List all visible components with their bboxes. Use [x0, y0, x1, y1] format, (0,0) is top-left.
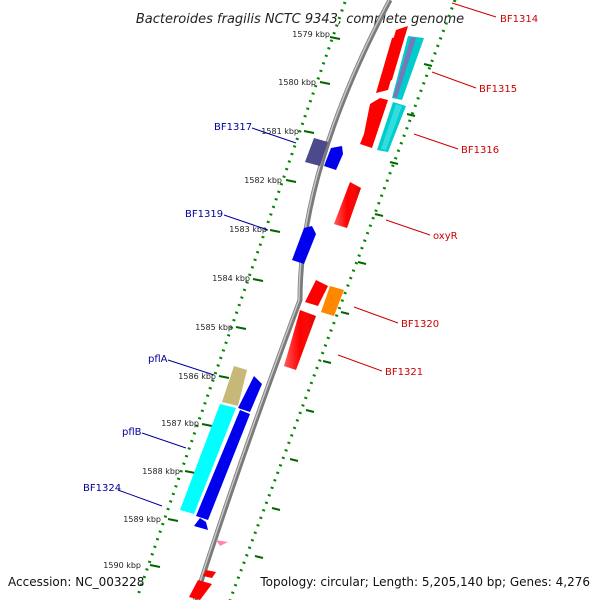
- tick-mark: [149, 564, 161, 568]
- gene-label-BF1324[interactable]: BF1324: [83, 483, 121, 494]
- tick-mark: [269, 229, 281, 233]
- forward-strand-ruler: [228, 0, 457, 600]
- topology-text: Topology: circular; Length: 5,205,140 bp…: [259, 575, 590, 589]
- kbp-ruler: [135, 1, 347, 599]
- tick-mark: [305, 409, 315, 413]
- kbp-label: 1587 kbp: [161, 419, 199, 428]
- gene-label-BF1319[interactable]: BF1319: [185, 209, 223, 220]
- tick-mark: [201, 423, 213, 427]
- kbp-label: 1585 kbp: [195, 323, 233, 332]
- gene-oxyR[interactable]: [334, 182, 361, 228]
- tick-mark: [254, 555, 264, 559]
- leader-line: [431, 71, 477, 89]
- gene-label-BF1316[interactable]: BF1316: [461, 145, 499, 156]
- kbp-label: 1586 kbp: [178, 372, 216, 381]
- leader-line: [167, 359, 215, 376]
- tick-mark: [285, 179, 297, 183]
- tick-mark: [389, 161, 399, 165]
- leader-line: [337, 354, 383, 372]
- gene-BF1317[interactable]: [305, 138, 343, 170]
- tick-mark: [322, 360, 332, 364]
- gene-BF1321[interactable]: [284, 310, 316, 370]
- gene-label-BF1320[interactable]: BF1320: [401, 319, 439, 330]
- gene-label-oxyR[interactable]: oxyR: [433, 231, 458, 242]
- tick-mark: [423, 63, 433, 67]
- red-leader-lines: [337, 2, 497, 372]
- genome-backbone: [192, 0, 393, 600]
- gene-BF1316[interactable]: [360, 98, 406, 152]
- kbp-label: 1583 kbp: [229, 225, 267, 234]
- tick-mark: [218, 375, 230, 379]
- gene-BF1315[interactable]: [392, 36, 424, 100]
- gene-label-BF1314[interactable]: BF1314: [500, 14, 538, 25]
- forward-ticks: [254, 63, 433, 559]
- tick-mark: [374, 213, 384, 217]
- kbp-label: 1579 kbp: [292, 30, 330, 39]
- tick-mark: [235, 326, 247, 330]
- tick-mark: [289, 458, 299, 462]
- leader-line: [413, 133, 459, 150]
- leader-line: [117, 489, 163, 507]
- gene-BF1324[interactable]: [194, 518, 208, 530]
- tick-mark: [271, 507, 281, 511]
- kbp-label: 1589 kbp: [123, 515, 161, 524]
- gene-BF1314[interactable]: [376, 26, 408, 93]
- gene-label-BF1321[interactable]: BF1321: [385, 367, 423, 378]
- gene-BF1319[interactable]: [292, 226, 316, 264]
- tick-mark: [252, 278, 264, 282]
- leader-line: [141, 432, 187, 449]
- genome-backbone-highlight: [193, 0, 390, 600]
- gene-BF1320[interactable]: [305, 280, 344, 316]
- accession-text: Accession: NC_003228: [8, 575, 144, 589]
- tick-mark: [319, 81, 331, 85]
- gene-label-pflB[interactable]: pflB: [122, 427, 142, 438]
- gene-label-BF1317[interactable]: BF1317: [214, 122, 252, 133]
- blue-leader-lines: [117, 127, 297, 507]
- kbp-label: 1582 kbp: [244, 176, 282, 185]
- kbp-ticks: 1579 kbp 1580 kbp 1581 kbp 1582 kbp 1583…: [103, 30, 341, 570]
- gene-pflA[interactable]: [222, 366, 262, 412]
- leader-line: [385, 219, 431, 236]
- gene-label-pflA[interactable]: pflA: [148, 354, 168, 365]
- leader-line: [353, 306, 399, 324]
- small-marker: [216, 540, 228, 546]
- tick-mark: [357, 261, 367, 265]
- kbp-label: 1590 kbp: [103, 561, 141, 570]
- tick-mark: [329, 36, 341, 40]
- gene-pflB[interactable]: [180, 404, 250, 520]
- leader-line: [251, 127, 297, 144]
- gene-small-bottom[interactable]: [189, 570, 216, 600]
- kbp-label: 1580 kbp: [278, 78, 316, 87]
- tick-mark: [167, 518, 179, 522]
- leader-line: [451, 2, 497, 18]
- map-title: Bacteroides fragilis NCTC 9343, complete…: [136, 12, 464, 27]
- tick-mark: [184, 470, 196, 474]
- tick-mark: [406, 113, 416, 117]
- leader-line: [223, 214, 269, 231]
- kbp-label: 1588 kbp: [142, 467, 180, 476]
- tick-mark: [340, 311, 350, 315]
- kbp-label: 1581 kbp: [261, 127, 299, 136]
- kbp-label: 1584 kbp: [212, 274, 250, 283]
- gene-label-BF1315[interactable]: BF1315: [479, 84, 517, 95]
- tick-mark: [303, 130, 315, 134]
